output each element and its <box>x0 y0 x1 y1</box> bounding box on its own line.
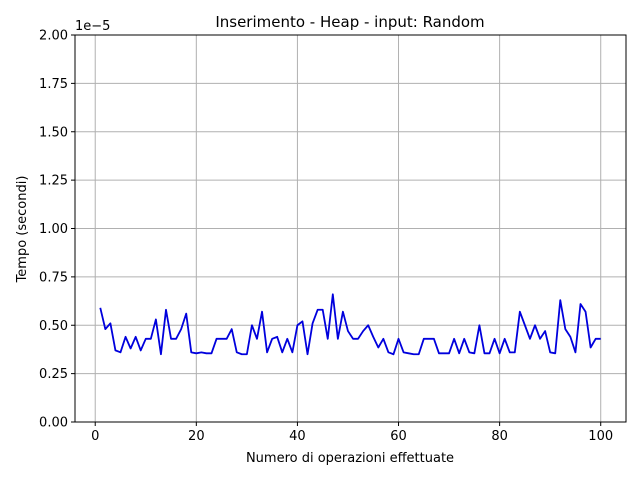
ticks: 0 20 40 60 80 100 0.00 0.25 0.50 0.75 1.00 1.25 1.50… <box>39 29 613 445</box>
x-tick-label: 20 <box>188 429 205 444</box>
x-tick-label: 60 <box>390 429 407 444</box>
x-tick-label: 40 <box>289 429 306 444</box>
x-tick-label: 80 <box>491 429 508 444</box>
grid <box>75 34 626 423</box>
y-offset-label: 1e−5 <box>75 19 110 34</box>
y-tick-label: 2.00 <box>39 29 68 44</box>
y-tick-label: 0.25 <box>39 367 68 382</box>
y-tick-label: 1.75 <box>39 77 68 92</box>
y-tick-label: 1.00 <box>39 222 68 237</box>
series-line <box>99 293 601 356</box>
y-axis-label: Tempo (secondi) <box>15 176 30 284</box>
y-tick-label: 1.50 <box>39 125 68 140</box>
series-layer <box>99 293 601 356</box>
x-tick-label: 0 <box>91 429 99 444</box>
x-axis-label: Numero di operazioni effettuate <box>246 451 454 466</box>
chart-title: Inserimento - Heap - input: Random <box>215 13 484 31</box>
y-tick-label: 0.75 <box>39 270 68 285</box>
y-tick-label: 0.00 <box>39 416 68 431</box>
y-tick-label: 0.50 <box>39 319 68 334</box>
y-tick-label: 1.25 <box>39 174 68 189</box>
x-tick-label: 100 <box>588 429 613 444</box>
